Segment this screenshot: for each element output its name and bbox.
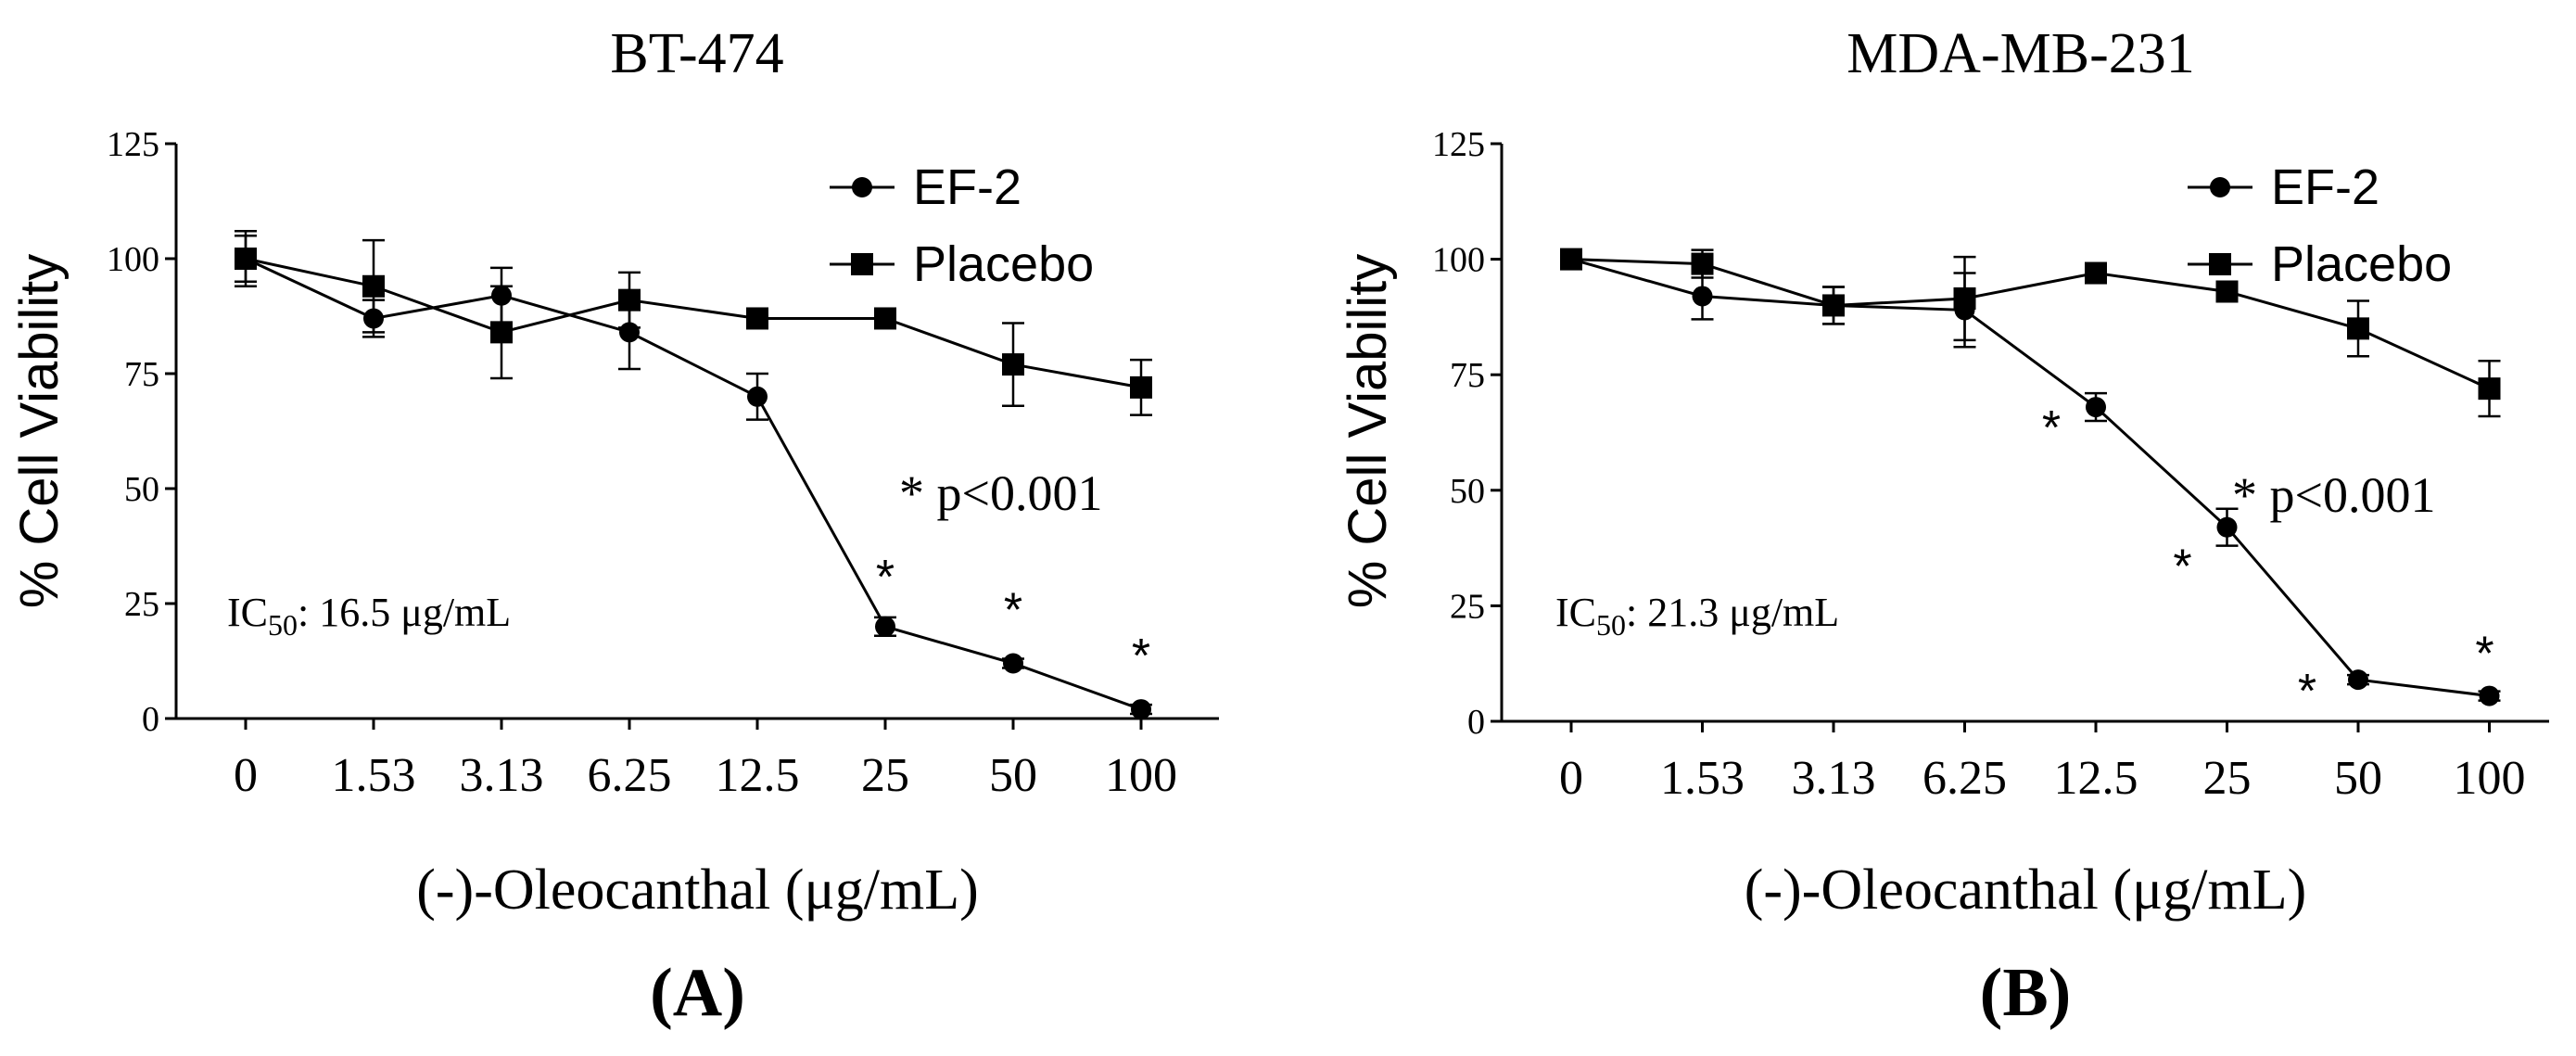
x-tick-label: 100: [1105, 749, 1177, 802]
series-line: [245, 257, 1142, 711]
data-point: [1002, 353, 1024, 376]
legend-label: Placebo: [2271, 236, 2452, 292]
y-tick-label: 100: [1432, 241, 1485, 280]
ic50-value: : 21.3 μg/mL: [1626, 590, 1839, 635]
x-tick-label: 25: [861, 749, 909, 802]
data-point: [747, 386, 768, 407]
y-axis-label: % Cell Viability: [9, 254, 70, 609]
significance-asterisk: *: [1132, 630, 1150, 683]
ic50-subscript: 50: [268, 608, 298, 642]
series-placebo: [1560, 248, 2501, 418]
data-point: [875, 616, 895, 637]
significance-asterisk: *: [2475, 628, 2494, 681]
y-tick-label: 25: [1450, 587, 1485, 626]
y-tick-label: 125: [1432, 125, 1485, 164]
panel-label: (B): [1980, 955, 2072, 1031]
data-point: [874, 307, 896, 330]
x-tick-label: 3.13: [1792, 752, 1876, 805]
x-tick-label: 100: [2454, 752, 2526, 805]
data-point: [1953, 286, 1976, 310]
legend-marker: [2209, 253, 2231, 275]
x-tick-label: 12.5: [716, 749, 800, 802]
ic50-value: : 16.5 μg/mL: [298, 590, 511, 635]
legend-label: EF-2: [2271, 159, 2379, 215]
x-tick-label: 50: [989, 749, 1037, 802]
data-point: [1822, 294, 1845, 317]
data-point: [1560, 248, 1582, 271]
y-tick-label: 100: [107, 240, 159, 279]
legend-marker: [2210, 177, 2230, 197]
series-line: [1570, 258, 2490, 698]
y-tick-label: 50: [1450, 472, 1485, 511]
chart-title: BT-474: [610, 22, 783, 85]
series-ef-2: [235, 234, 1152, 720]
data-point: [2085, 261, 2107, 285]
y-tick-label: 75: [124, 355, 159, 394]
data-point: [2215, 280, 2239, 303]
data-point: [2479, 685, 2500, 706]
significance-asterisk: *: [2173, 541, 2191, 594]
x-tick-label: 12.5: [2054, 752, 2138, 805]
series-line: [245, 257, 1142, 389]
ic50-prefix: IC: [1555, 590, 1596, 635]
chart-panel-b: MDA-MB-231 0 25 50 75 100 125 0 1.53 3.13 6.25 12.5…: [1338, 22, 2549, 1031]
data-point: [490, 321, 513, 344]
y-tick-label: 0: [142, 700, 159, 739]
ic50-label: IC50: 16.5 μg/mL: [227, 590, 511, 642]
y-tick-label: 25: [124, 585, 159, 624]
data-point: [362, 274, 385, 298]
panel-label: (A): [650, 955, 745, 1031]
series-line: [1570, 258, 2491, 390]
series-placebo: [235, 229, 1152, 416]
significance-label: * p<0.001: [2232, 467, 2435, 523]
data-point: [1130, 375, 1152, 399]
data-point: [2478, 377, 2501, 401]
significance-asterisk: *: [2042, 401, 2061, 455]
x-tick-label: 25: [2203, 752, 2252, 805]
data-point: [2348, 669, 2368, 691]
y-tick-label: 50: [124, 470, 159, 509]
data-point: [2347, 317, 2369, 340]
x-tick-label: 6.25: [588, 749, 672, 802]
chart-title: MDA-MB-231: [1846, 22, 2194, 85]
x-tick-label: 0: [234, 749, 258, 802]
x-tick-label: 1.53: [1660, 752, 1745, 805]
x-axis-label: (-)-Oleocanthal (μg/mL): [1745, 859, 2306, 922]
ic50-prefix: IC: [227, 590, 268, 635]
x-axis-label: (-)-Oleocanthal (μg/mL): [416, 859, 978, 922]
ic50-label: IC50: 21.3 μg/mL: [1555, 590, 1839, 642]
legend: EF-2 Placebo: [2188, 159, 2452, 292]
data-point: [2086, 397, 2106, 418]
legend: EF-2 Placebo: [830, 159, 1094, 292]
data-point: [2216, 516, 2238, 538]
legend-marker: [852, 177, 872, 197]
data-point: [1692, 286, 1713, 307]
data-point: [746, 307, 768, 330]
legend-label: EF-2: [913, 159, 1022, 215]
y-axis-label: % Cell Viability: [1338, 254, 1398, 609]
significance-asterisk: *: [1004, 583, 1022, 637]
x-tick-label: 1.53: [332, 749, 416, 802]
significance-asterisk: *: [2298, 665, 2316, 719]
significance-label: * p<0.001: [899, 465, 1102, 521]
data-point: [1691, 252, 1714, 275]
legend-label: Placebo: [913, 236, 1094, 292]
ic50-subscript: 50: [1596, 608, 1626, 642]
data-point: [235, 248, 257, 270]
x-tick-label: 50: [2334, 752, 2382, 805]
x-tick-label: 0: [1559, 752, 1583, 805]
chart-panel-a: BT-474 0 25 50 75 100 125 0 1.53 3.13 6.25 12.5 25 50…: [9, 22, 1219, 1031]
y-tick-label: 0: [1467, 703, 1485, 742]
data-point: [1003, 653, 1023, 674]
y-tick-label: 75: [1450, 356, 1485, 395]
x-tick-label: 6.25: [1922, 752, 2007, 805]
legend-marker: [851, 253, 873, 275]
y-tick-label: 125: [107, 125, 159, 164]
data-point: [618, 288, 641, 312]
significance-asterisk: *: [876, 551, 895, 604]
data-point: [1131, 699, 1151, 720]
x-tick-label: 3.13: [460, 749, 544, 802]
